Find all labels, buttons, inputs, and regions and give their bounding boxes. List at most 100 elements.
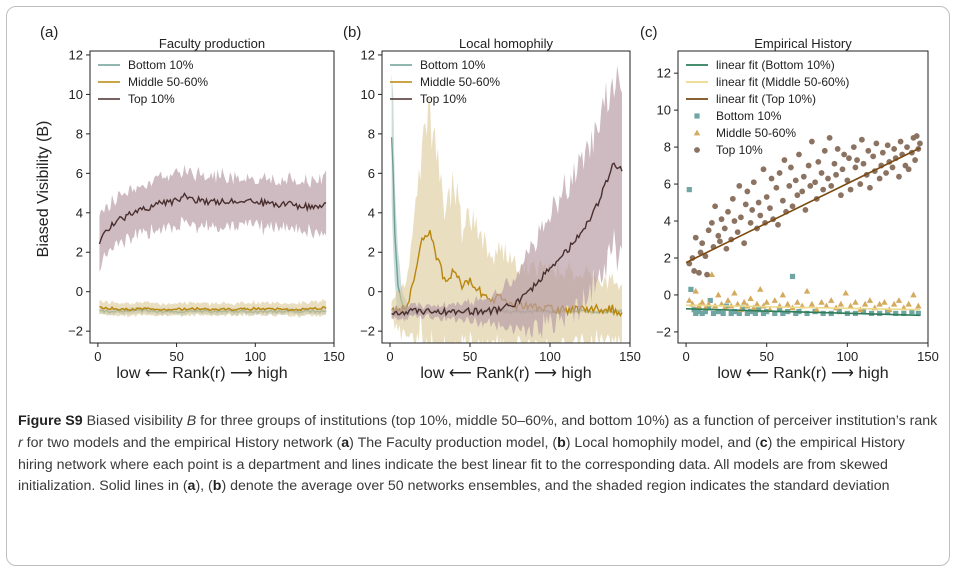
y-tick-label: 0 [76,284,83,299]
point-bottom [915,310,921,317]
point-top [696,269,702,276]
point-middle [837,300,845,307]
caption-segment: B [186,413,197,429]
y-tick-label: 12 [361,47,375,62]
point-top [850,144,857,151]
point-middle [715,291,722,298]
panel-title: Faculty production [159,36,265,51]
point-middle [915,302,922,309]
point-top [692,234,699,241]
y-tick-label: 6 [76,166,83,181]
y-tick-label: 0 [664,287,671,302]
y-tick-label: 2 [368,245,375,260]
std-band-2 [99,164,327,272]
point-bottom [744,310,750,317]
x-tick-label: 150 [917,349,939,364]
point-bottom [820,310,826,317]
panel-c: (c) Empirical History −2 0 2 4 6 8 10 12 0 50 100 150… [640,24,939,382]
point-top [852,164,859,171]
point-top [755,199,762,206]
point-middle [708,271,716,278]
mean-line-1 [99,306,327,312]
point-top [858,136,865,143]
fit-line-1 [686,304,920,311]
point-bottom [836,308,842,315]
point-top [889,164,896,171]
plot-area [685,133,923,317]
point-top [831,160,838,167]
point-middle [731,289,738,296]
point-top [870,153,877,160]
x-tick-label: 0 [94,349,101,364]
legend-label: Middle 50-60% [420,75,500,89]
point-top [725,208,731,215]
point-top [712,203,718,210]
point-top [826,134,833,141]
point-bottom [702,308,709,315]
point-bottom [747,308,754,315]
point-top [839,166,846,173]
point-top [776,170,783,176]
point-middle [721,304,728,311]
point-bottom [780,310,786,317]
point-top [781,157,788,163]
point-top [718,216,725,223]
point-top [838,192,844,199]
point-top [883,170,889,176]
legend-marker [694,113,700,119]
point-bottom [777,307,783,313]
point-middle [692,287,699,294]
point-middle [698,298,706,305]
point-middle [866,297,874,303]
point-top [857,181,864,187]
panel-label: (a) [40,24,58,41]
point-top [834,146,841,152]
legend-label: linear fit (Top 10%) [716,92,816,106]
point-top [741,240,748,247]
point-top [913,133,920,139]
y-tick-label: 2 [664,250,671,265]
legend-marker [694,147,700,153]
point-top [760,166,767,173]
point-middle [895,297,903,303]
figure-caption: Figure S9 Biased visibility B for three … [18,411,938,498]
point-top [876,175,883,182]
point-middle [757,286,764,292]
point-bottom [715,308,721,315]
point-middle [828,297,835,303]
point-bottom [686,187,692,193]
legend-label: Top 10% [420,92,467,106]
panel-label: (b) [343,24,361,41]
point-bottom [760,310,767,317]
point-middle [779,291,787,298]
x-tick-label: 0 [682,349,689,364]
point-top [844,177,851,184]
point-top [865,147,872,154]
point-top [786,183,793,189]
legend-label: linear fit (Bottom 10%) [716,58,835,72]
point-top [812,179,818,186]
y-tick-label: 4 [368,205,375,220]
point-middle [771,297,778,303]
x-tick-label: 0 [386,349,393,364]
point-top [763,194,770,200]
point-middle [861,300,869,307]
y-tick-label: 6 [368,166,375,181]
point-bottom [710,310,717,317]
point-bottom [772,310,778,317]
x-axis-label: low ⟵ Rank(r) ⟶ high [420,365,591,382]
point-top [796,151,802,158]
point-middle [724,297,732,303]
axes-frame [677,50,929,344]
point-top [738,214,744,221]
std-band-2 [391,65,622,340]
point-top [768,175,775,182]
panel-title: Local homophily [459,36,553,51]
legend-label: Top 10% [716,143,763,157]
caption-segment: ) Local homophily model, and ( [565,434,760,451]
point-top [897,138,904,145]
point-top [847,186,854,193]
legend-label: Middle 50-60% [716,126,796,140]
y-tick-label: 8 [664,140,671,155]
point-top [917,140,923,147]
